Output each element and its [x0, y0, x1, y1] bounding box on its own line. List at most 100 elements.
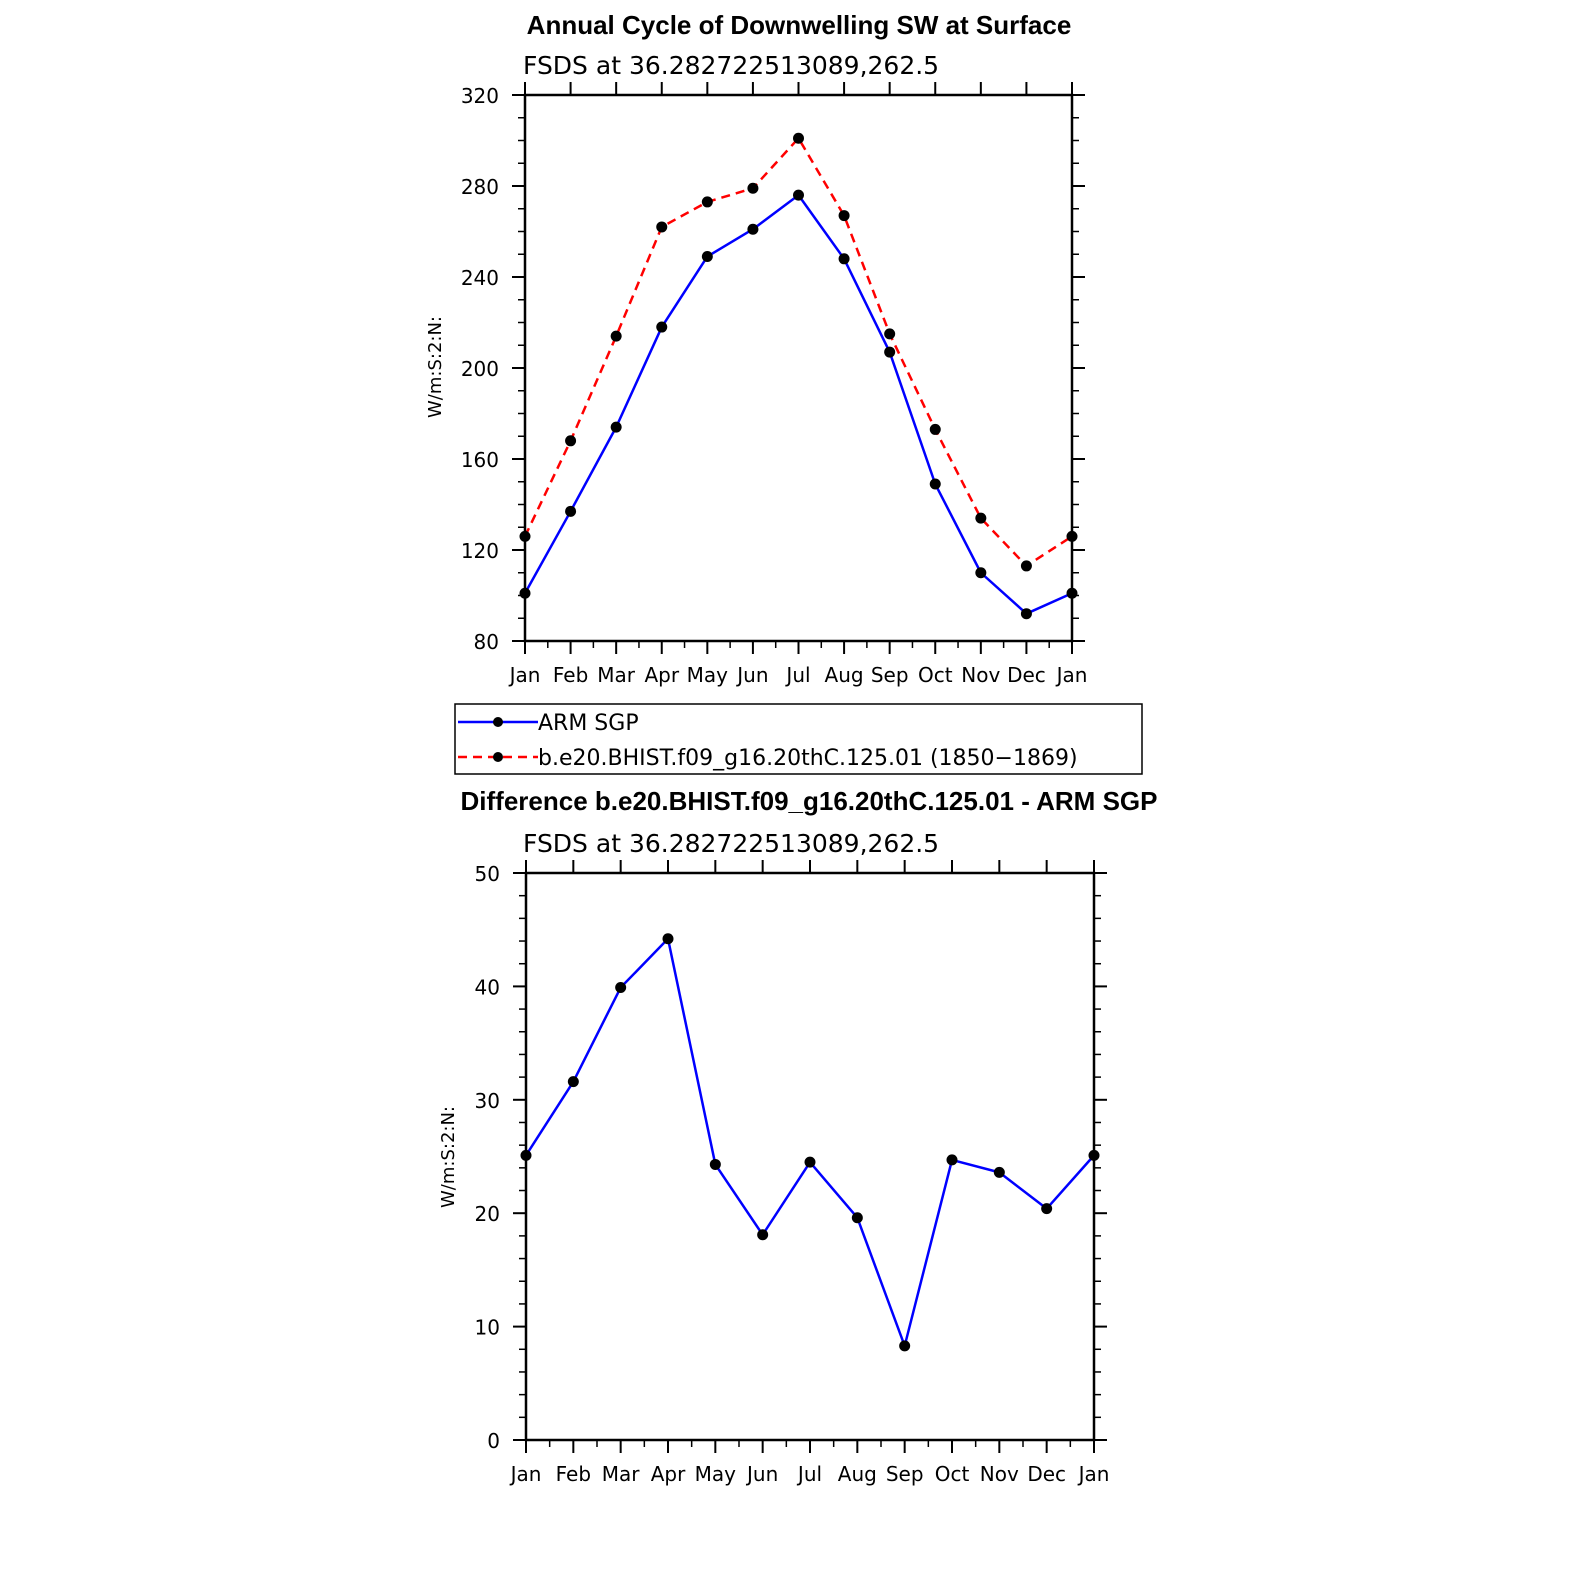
x-tick-label: Dec [1027, 1462, 1066, 1486]
data-point-series-0 [975, 567, 987, 579]
x-tick-label: Jan [1055, 663, 1088, 687]
legend-box [454, 703, 1143, 775]
y-tick-label: 40 [475, 975, 500, 999]
x-tick-label: Dec [1007, 663, 1046, 687]
y-axis-label: W/m:S:2:N: [438, 1106, 459, 1208]
y-tick-label: 30 [475, 1089, 500, 1113]
x-tick-label: Mar [602, 1462, 641, 1486]
axis-ticks [513, 860, 1107, 1453]
x-tick-label: Mar [597, 663, 636, 687]
data-point-series-0 [793, 189, 804, 201]
y-tick-label: 80 [474, 630, 499, 654]
legend-label-arm-sgp: ARM SGP [538, 711, 639, 736]
y-tick-label: 10 [475, 1316, 500, 1340]
y-tick-label: 160 [461, 448, 499, 472]
data-point-series-1 [793, 132, 804, 144]
data-point-series-0 [615, 982, 627, 994]
x-tick-label: May [687, 663, 729, 687]
data-point-series-1 [747, 182, 759, 194]
x-tick-label: Nov [980, 1462, 1019, 1486]
series-line-1 [523, 136, 1073, 568]
y-tick-label: 50 [475, 862, 500, 886]
data-point-series-0 [701, 251, 713, 263]
x-tick-label: Apr [651, 1462, 686, 1486]
data-point-series-1 [701, 196, 713, 208]
x-tick-label: Aug [825, 663, 864, 687]
x-tick-label: Jan [1077, 1462, 1110, 1486]
data-point-series-0 [851, 1212, 863, 1224]
series-layer [520, 933, 1100, 1352]
data-point-series-0 [838, 253, 850, 265]
y-tick-labels: 80 120 160 200 240 280 320 [461, 84, 499, 654]
x-tick-label: Apr [644, 663, 679, 687]
x-tick-label: Jan [509, 1462, 542, 1486]
y-tick-label: 280 [461, 175, 499, 199]
data-point-series-1 [975, 512, 987, 524]
x-tick-label: May [695, 1462, 737, 1486]
x-tick-label: Sep [871, 663, 909, 687]
y-tick-label: 120 [461, 539, 499, 563]
plot-frame [524, 871, 1096, 1442]
x-tick-label: Jul [784, 663, 810, 687]
x-tick-label: Jul [796, 1462, 822, 1486]
data-point-series-0 [929, 478, 941, 490]
y-tick-label: 20 [475, 1202, 500, 1226]
series-line-0 [524, 937, 1095, 1348]
legend-marker-model [493, 752, 503, 762]
x-tick-label: Jun [745, 1462, 778, 1486]
data-point-series-0 [567, 1076, 579, 1088]
data-point-series-0 [899, 1340, 911, 1352]
chart-subtitle: FSDS at 36.282722513089,262.5 [523, 51, 939, 80]
y-tick-labels: 0 10 20 30 40 50 [475, 862, 500, 1453]
difference-panel: Difference b.e20.BHIST.f09_g16.20thC.125… [438, 786, 1157, 1486]
data-point-series-0 [804, 1156, 816, 1168]
legend: ARM SGP b.e20.BHIST.f09_g16.20thC.125.01… [454, 703, 1143, 775]
data-point-series-0 [656, 321, 668, 333]
data-point-series-0 [884, 346, 896, 358]
annual-cycle-panel: Annual Cycle of Downwelling SW at Surfac… [425, 10, 1087, 687]
data-point-series-0 [565, 505, 577, 517]
x-tick-label: Oct [918, 663, 953, 687]
x-tick-label: Jun [735, 663, 768, 687]
y-tick-label: 320 [461, 84, 499, 108]
y-tick-label: 240 [461, 266, 499, 290]
data-point-series-1 [838, 210, 850, 222]
legend-marker-arm-sgp [493, 717, 503, 727]
x-tick-label: Feb [556, 1462, 591, 1486]
y-tick-label: 0 [487, 1429, 500, 1453]
chart-title: Annual Cycle of Downwelling SW at Surfac… [527, 10, 1072, 40]
data-point-series-0 [1020, 608, 1032, 620]
series-line-0 [523, 193, 1073, 615]
y-tick-label: 200 [461, 357, 499, 381]
data-point-series-0 [610, 421, 622, 433]
data-point-series-0 [757, 1229, 769, 1241]
data-point-series-1 [565, 435, 577, 447]
data-point-series-0 [993, 1166, 1005, 1178]
data-point-series-1 [656, 221, 668, 233]
x-tick-label: Jan [508, 663, 541, 687]
data-point-series-1 [929, 423, 941, 435]
data-point-series-0 [946, 1154, 958, 1166]
chart-title: Difference b.e20.BHIST.f09_g16.20thC.125… [461, 786, 1158, 816]
data-point-series-0 [1041, 1203, 1053, 1215]
x-tick-label: Nov [961, 663, 1000, 687]
data-point-series-0 [747, 223, 759, 235]
x-tick-label: Aug [838, 1462, 877, 1486]
x-tick-label: Oct [935, 1462, 970, 1486]
x-tick-labels: Jan Feb Mar Apr May Jun Jul Aug Sep Oct Nov Dec Jan [509, 1462, 1110, 1486]
plot-frame [523, 93, 1074, 643]
series-layer [519, 132, 1078, 620]
chart-subtitle: FSDS at 36.282722513089,262.5 [523, 829, 939, 858]
data-point-series-0 [709, 1158, 721, 1170]
data-point-series-1 [610, 330, 622, 342]
legend-label-model: b.e20.BHIST.f09_g16.20thC.125.01 (1850−1… [538, 746, 1078, 771]
axis-ticks [512, 82, 1085, 654]
y-axis-label: W/m:S:2:N: [425, 316, 446, 418]
x-tick-labels: Jan Feb Mar Apr May Jun Jul Aug Sep Oct Nov Dec Jan [508, 663, 1088, 687]
x-tick-label: Sep [886, 1462, 924, 1486]
data-point-series-1 [1020, 560, 1032, 572]
x-tick-label: Feb [553, 663, 588, 687]
data-point-series-1 [884, 328, 896, 340]
data-point-series-0 [662, 933, 674, 945]
